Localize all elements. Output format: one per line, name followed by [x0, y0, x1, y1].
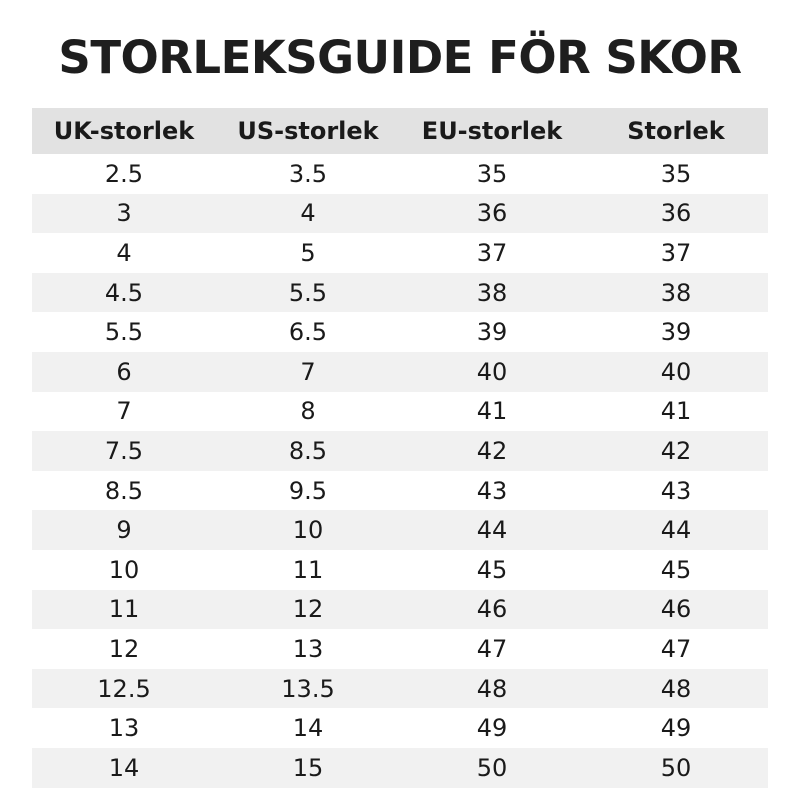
table-cell: 42: [584, 431, 768, 471]
table-cell: 40: [400, 351, 584, 392]
table-cell: 4.5: [32, 272, 216, 313]
table-row: 4 5 37 37: [32, 233, 768, 273]
table-cell: 35: [476, 159, 508, 188]
table-cell: 3.5: [288, 159, 328, 188]
column-header: UK-storlek: [32, 108, 216, 154]
table-cell: 9: [32, 510, 216, 550]
table-cell: 48: [584, 668, 768, 709]
table-cell: 43: [660, 476, 692, 505]
table-cell: 6.5: [288, 318, 328, 347]
table-cell: 8.5: [104, 476, 144, 505]
table-cell: 9.5: [288, 476, 328, 505]
table-row: 11 12 46 46: [32, 589, 768, 630]
table-cell: 46: [584, 589, 768, 630]
table-cell: 11: [32, 589, 216, 630]
table-cell: 38: [584, 272, 768, 313]
table-cell: 39: [476, 318, 508, 347]
table-cell: 41: [660, 397, 692, 426]
table-row: 12 13 47 47: [32, 629, 768, 669]
table-cell: 6: [32, 351, 216, 392]
table-cell: 41: [476, 397, 508, 426]
table-row: 5.5 6.5 39 39: [32, 312, 768, 352]
table-cell: 13.5: [216, 668, 400, 709]
table-cell: 37: [476, 238, 508, 267]
table-body: 2.5 3.5 35 35 3 4 36 36 4 5 37 37 4.5 5.5 38 38 5.5 6.5 39…: [32, 154, 768, 788]
table-cell: 8.5: [216, 431, 400, 471]
table-row: 7 8 41 41: [32, 392, 768, 432]
table-cell: 12: [216, 589, 400, 630]
table-cell: 36: [584, 193, 768, 234]
table-cell: 48: [400, 668, 584, 709]
table-cell: 46: [400, 589, 584, 630]
table-cell: 42: [400, 431, 584, 471]
title: STORLEKSGUIDE FÖR SKOR: [58, 31, 742, 84]
table-cell: 45: [476, 555, 508, 584]
table-cell: 45: [660, 555, 692, 584]
table-row: 10 11 45 45: [32, 550, 768, 590]
table-cell: 4: [216, 193, 400, 234]
table-cell: 7: [216, 351, 400, 392]
table-cell: 50: [584, 747, 768, 788]
table-cell: 13: [108, 714, 140, 743]
table-cell: 43: [476, 476, 508, 505]
table-cell: 2.5: [104, 159, 144, 188]
table-cell: 38: [400, 272, 584, 313]
header-row: UK-storlek US-storlek EU-storlek Storlek: [32, 108, 768, 154]
table-row: 13 14 49 49: [32, 708, 768, 748]
table-row: 7.5 8.5 42 42: [32, 431, 768, 471]
table-header: UK-storlek US-storlek EU-storlek Storlek: [32, 108, 768, 154]
table-cell: 3: [32, 193, 216, 234]
table-cell: 50: [400, 747, 584, 788]
table-cell: 14: [292, 714, 324, 743]
table-cell: 7.5: [32, 431, 216, 471]
table-cell: 15: [216, 747, 400, 788]
table-cell: 49: [660, 714, 692, 743]
table-cell: 37: [660, 238, 692, 267]
table-cell: 5.5: [104, 318, 144, 347]
table-cell: 10: [108, 555, 140, 584]
table-cell: 8: [300, 397, 316, 426]
table-cell: 47: [476, 634, 508, 663]
table-cell: 5.5: [216, 272, 400, 313]
table-cell: 11: [292, 555, 324, 584]
table-row: 6 7 40 40: [32, 351, 768, 392]
table-row: 14 15 50 50: [32, 747, 768, 788]
table-cell: 12.5: [32, 668, 216, 709]
table-cell: 12: [108, 634, 140, 663]
table-cell: 44: [584, 510, 768, 550]
table-cell: 5: [300, 238, 316, 267]
column-header: Storlek: [584, 108, 768, 154]
table-cell: 39: [660, 318, 692, 347]
table-cell: 47: [660, 634, 692, 663]
table-cell: 7: [116, 397, 132, 426]
table-cell: 35: [660, 159, 692, 188]
table-row: 8.5 9.5 43 43: [32, 471, 768, 511]
table-cell: 4: [116, 238, 132, 267]
size-table: UK-storlek US-storlek EU-storlek Storlek 2.…: [32, 108, 768, 788]
table-row: 9 10 44 44: [32, 510, 768, 550]
table-row: 12.5 13.5 48 48: [32, 668, 768, 709]
table-cell: 13: [292, 634, 324, 663]
column-header: EU-storlek: [400, 108, 584, 154]
table-cell: 36: [400, 193, 584, 234]
table-cell: 49: [476, 714, 508, 743]
table-row: 2.5 3.5 35 35: [32, 154, 768, 194]
table-row: 4.5 5.5 38 38: [32, 272, 768, 313]
column-header: US-storlek: [216, 108, 400, 154]
table-row: 3 4 36 36: [32, 193, 768, 234]
table-cell: 14: [32, 747, 216, 788]
table-cell: 10: [216, 510, 400, 550]
table-cell: 40: [584, 351, 768, 392]
table-cell: 44: [400, 510, 584, 550]
